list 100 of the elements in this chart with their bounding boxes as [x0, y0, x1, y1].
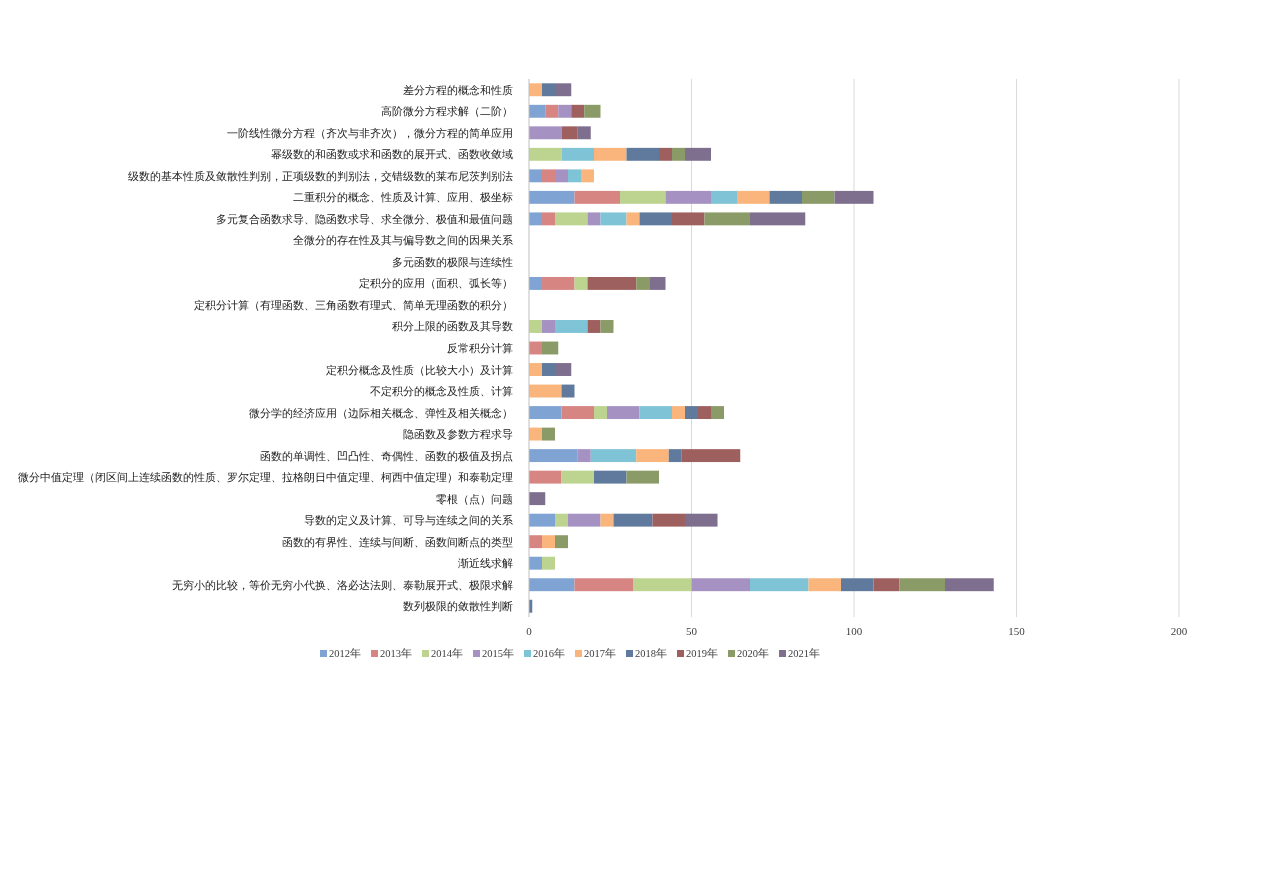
bar: [555, 83, 572, 97]
bar: [685, 513, 718, 527]
bar: [571, 104, 585, 118]
bar: [945, 578, 994, 592]
y-tick-label: 定积分概念及性质（比较大小）及计算: [326, 363, 513, 376]
bar: [542, 427, 555, 441]
bar: [529, 276, 542, 290]
y-tick-label: 定积分计算（有理函数、三角函数有理式、简单无理函数的积分）: [194, 298, 513, 311]
legend-label: 2013年: [380, 648, 412, 659]
bar: [600, 212, 627, 226]
bar: [529, 406, 562, 420]
y-tick-label: 级数的基本性质及敛散性判别，正项级数的判别法，交错级数的莱布尼茨判别法: [128, 169, 513, 182]
bar: [542, 535, 555, 549]
bar: [542, 212, 555, 226]
bar: [704, 212, 750, 226]
y-tick-label: 函数的单调性、凹凸性、奇偶性、函数的极值及拐点: [260, 449, 513, 462]
bar: [711, 406, 724, 420]
legend-label: 2014年: [431, 648, 463, 659]
bar: [529, 104, 546, 118]
bar: [587, 320, 601, 333]
bar: [529, 470, 562, 484]
y-tick-label: 二重积分的概念、性质及计算、应用、极坐标: [293, 191, 513, 204]
bar: [555, 535, 568, 549]
y-tick-label: 无穷小的比较，等价无穷小代换、洛必达法则、泰勒展开式、极限求解: [172, 578, 513, 591]
bar: [626, 470, 659, 484]
y-tick-label: 定积分的应用（面积、弧长等）: [359, 277, 513, 290]
bar: [542, 320, 555, 333]
bar: [542, 169, 555, 183]
legend-label: 2015年: [482, 648, 514, 659]
x-tick-label: 100: [845, 625, 863, 637]
bar: [555, 363, 572, 376]
bar: [600, 513, 614, 527]
bar: [626, 212, 640, 226]
bar: [542, 83, 555, 97]
bar: [555, 169, 568, 183]
bar: [834, 190, 874, 204]
bar: [711, 190, 737, 204]
bar: [620, 190, 666, 204]
x-tick-label: 0: [526, 625, 533, 637]
x-tick-label: 150: [1008, 625, 1026, 637]
legend-label: 2018年: [635, 648, 667, 659]
bar: [639, 406, 672, 420]
bar: [841, 578, 874, 592]
bar: [529, 535, 542, 549]
y-tick-label: 不定积分的概念及性质、计算: [370, 385, 513, 398]
bar: [685, 406, 698, 420]
bar: [594, 406, 607, 420]
y-tick-label: 多元函数的极限与连续性: [392, 255, 513, 268]
bar: [529, 384, 562, 398]
bar: [668, 449, 682, 463]
bar: [698, 406, 711, 420]
bar: [808, 578, 841, 592]
bar: [529, 363, 542, 376]
y-tick-label: 全微分的存在性及其与偏导数之间的因果关系: [293, 234, 513, 247]
bar: [750, 212, 806, 226]
bar: [529, 427, 542, 441]
bar: [529, 126, 562, 140]
x-tick-label: 200: [1170, 625, 1188, 637]
bar: [529, 212, 542, 226]
bar: [587, 212, 601, 226]
bar: [672, 406, 685, 420]
bar: [561, 147, 594, 161]
bar: [545, 104, 559, 118]
bar: [691, 578, 750, 592]
y-tick-label: 差分方程的概念和性质: [403, 83, 513, 96]
bar: [636, 449, 669, 463]
bar: [542, 363, 555, 376]
bar: [529, 449, 578, 463]
bar: [613, 513, 653, 527]
bar: [685, 147, 711, 161]
y-tick-label: 多元复合函数求导、隐函数求导、求全微分、极值和最值问题: [216, 212, 513, 225]
bar: [652, 513, 685, 527]
bar: [529, 578, 575, 592]
bar: [594, 147, 627, 161]
bar: [899, 578, 945, 592]
bar: [873, 578, 900, 592]
bar: [542, 341, 559, 355]
y-tick-label: 数列极限的敛散性判断: [403, 600, 513, 613]
bar: [555, 212, 588, 226]
legend-label: 2020年: [737, 648, 769, 659]
bar: [574, 276, 588, 290]
y-tick-label: 积分上限的函数及其导数: [392, 320, 513, 333]
bar: [672, 212, 705, 226]
bar: [561, 126, 578, 140]
bar: [529, 169, 542, 183]
bar: [561, 384, 575, 398]
y-tick-label: 渐近线求解: [458, 557, 513, 570]
bar: [633, 578, 692, 592]
bar: [581, 169, 594, 183]
bar: [568, 513, 601, 527]
legend-label: 2019年: [686, 648, 718, 659]
bar: [659, 147, 672, 161]
legend-label: 2016年: [533, 648, 565, 659]
bar: [626, 147, 659, 161]
y-tick-label: 一阶线性微分方程（齐次与非齐次），微分方程的简单应用: [227, 126, 513, 139]
bar: [529, 492, 546, 506]
bar: [574, 578, 633, 592]
y-tick-label: 微分中值定理（闭区间上连续函数的性质、罗尔定理、拉格朗日中值定理、柯西中值定理）和泰勒定理: [18, 471, 513, 484]
y-tick-label: 高阶微分方程求解（二阶）: [381, 105, 513, 118]
bar: [681, 449, 741, 463]
